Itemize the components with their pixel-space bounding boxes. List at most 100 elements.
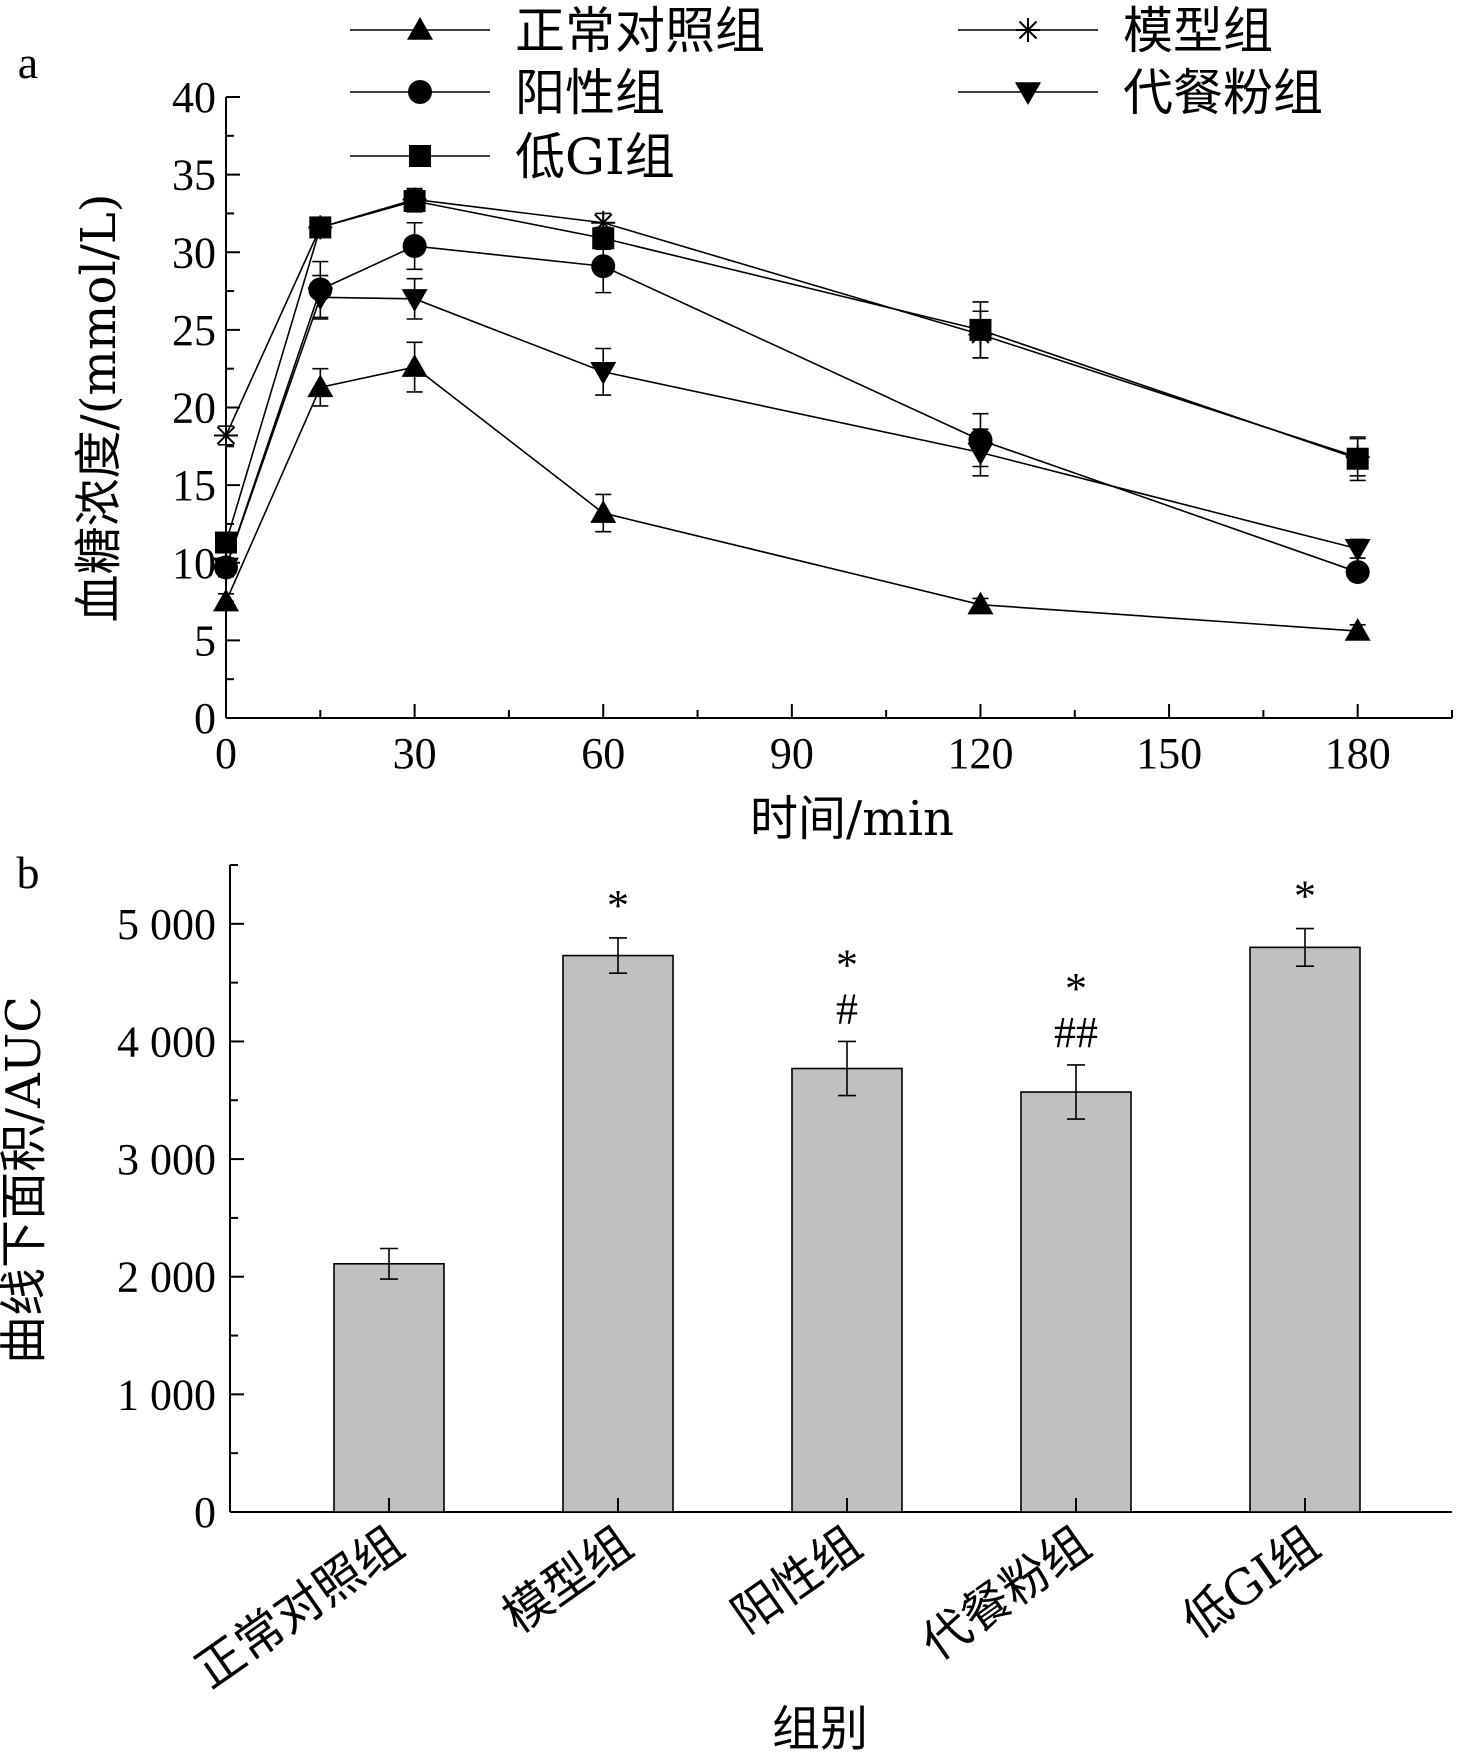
panel-b-significance-line: * — [607, 881, 629, 930]
panel-a-data-point — [215, 531, 237, 554]
panel-a-x-tick-label: 150 — [1136, 729, 1202, 778]
panel-a-x-tick-label: 0 — [215, 729, 237, 778]
panel-b-letter: b — [17, 847, 40, 898]
panel-a-x-axis-title: 时间/min — [750, 791, 954, 847]
panel-a-data-point — [213, 557, 239, 581]
panel-b-y-tick-label: 5 000 — [117, 900, 216, 949]
panel-a-legend-label: 低GI组 — [515, 128, 675, 186]
panel-a-y-tick-label: 35 — [172, 151, 216, 200]
panel-a-data-point — [592, 227, 615, 250]
panel-b-y-tick-label: 2 000 — [117, 1253, 216, 1302]
panel-a-series-1 — [214, 187, 1370, 477]
panel-b-bar — [1249, 946, 1361, 1513]
panel-b-bar — [791, 1067, 903, 1513]
panel-a-legend-label: 代餐粉组 — [1123, 64, 1323, 122]
panel-a-data-point — [309, 216, 332, 239]
panel-b-category-label: 模型组 — [493, 1516, 643, 1644]
panel-a-data-point — [402, 234, 427, 259]
panel-b-y-tick-label: 1 000 — [117, 1370, 216, 1419]
panel-b-error-bar — [380, 1247, 398, 1280]
panel-a-legend-item: 代餐粉组 — [958, 64, 1323, 122]
panel-a-y-tick-label: 0 — [194, 694, 216, 743]
panel-a-y-tick-label: 20 — [172, 384, 216, 433]
panel-a-y-tick-label: 25 — [172, 306, 216, 355]
panel-a-y-tick-label: 40 — [172, 73, 216, 122]
panel-a-series-line — [225, 245, 1358, 573]
panel-b-significance-label: * # — [836, 940, 858, 1033]
panel-a-series-line — [225, 296, 1358, 568]
panel-a-x-tick-label: 90 — [770, 729, 814, 778]
panel-a-data-point — [1344, 539, 1371, 562]
panel-a-series-line — [225, 198, 1358, 458]
panel-b-bar-group: * — [1249, 872, 1361, 1513]
panel-b-error-bar — [609, 937, 627, 975]
panel-b-y-tick-label: 0 — [194, 1488, 216, 1537]
panel-a-legend-marker — [1016, 18, 1040, 42]
panel-a-series-line — [225, 200, 1358, 543]
panel-a-legend-item: 模型组 — [958, 2, 1273, 60]
panel-a-legend-label: 正常对照组 — [515, 2, 765, 60]
panel-b-significance-line: # — [836, 984, 858, 1033]
panel-b-x-axis-title: 组别 — [772, 1701, 868, 1757]
panel-b-y-axis-title: 曲线下面积/AUC — [0, 996, 52, 1364]
panel-b-bar-group: * # — [791, 940, 903, 1513]
panel-a-data-point — [590, 362, 617, 385]
panel-b-significance-label: * — [607, 881, 629, 930]
panel-a-data-point — [1346, 447, 1369, 470]
panel-a-x-tick-label: 180 — [1325, 729, 1391, 778]
panel-b-bar — [333, 1262, 445, 1513]
panel-a-series-4 — [215, 189, 1369, 554]
panel-a-legend-label: 阳性组 — [515, 64, 665, 122]
panel-a-legend-label: 模型组 — [1123, 2, 1273, 60]
panel-b-bar-group — [333, 1247, 445, 1513]
panel-a-y-tick-label: 15 — [172, 461, 216, 510]
panel-b-significance-label: * — [1294, 872, 1316, 921]
panel-a-y-tick-label: 10 — [172, 539, 216, 588]
panel-a-legend-item: 阳性组 — [350, 64, 665, 122]
panel-a-data-point — [967, 442, 994, 466]
panel-a-y-tick-label: 30 — [172, 228, 216, 277]
panel-b-category-label: 正常对照组 — [185, 1516, 414, 1700]
panel-a-letter: a — [18, 37, 38, 88]
panel-a-data-point — [969, 318, 992, 341]
panel-b-significance-line: * — [836, 940, 858, 989]
panel-b-error-bar — [1296, 927, 1314, 967]
panel-a-data-point — [213, 588, 239, 612]
panel-b-significance-line: * — [1294, 872, 1316, 921]
panel-a-series-0 — [213, 341, 1371, 641]
panel-b-category-label: 代餐粉组 — [911, 1516, 1100, 1672]
panel-b-significance-label: * ## — [1054, 964, 1098, 1057]
panel-b-y-tick-label: 3 000 — [117, 1135, 216, 1184]
panel-a-data-point — [1345, 560, 1370, 585]
panel-a-y-axis-title: 血糖浓度/(mmol/L) — [71, 194, 127, 623]
panel-a-x-tick-label: 120 — [947, 729, 1013, 778]
panel-a-legend-marker — [408, 80, 432, 104]
panel-b-significance-line: ## — [1054, 1008, 1098, 1057]
panel-b-bar — [562, 954, 674, 1513]
panel-a-data-point — [214, 423, 238, 448]
panel-a-series-3 — [213, 274, 1371, 581]
panel-a-data-point — [401, 354, 428, 377]
panel-a-data-point — [403, 190, 426, 213]
panel-b-bar-group: * — [562, 881, 674, 1513]
panel-a-data-point — [967, 591, 994, 615]
panel-a-data-point — [307, 287, 334, 311]
panel-a-data-point — [307, 374, 334, 398]
panel-b-significance-line: * — [1065, 964, 1087, 1013]
panel-b-error-bar — [838, 1040, 856, 1097]
panel-a-legend-marker — [409, 145, 431, 167]
panel-b-category-label: 低GI组 — [1172, 1516, 1330, 1650]
panel-a-legend-item: 正常对照组 — [350, 2, 765, 60]
panel-a-data-point — [401, 289, 428, 312]
panel-b-y-tick-label: 4 000 — [117, 1017, 216, 1066]
panel-a-x-tick-label: 60 — [581, 729, 625, 778]
panel-a-legend-item: 低GI组 — [350, 128, 675, 186]
panel-b-bar — [1020, 1091, 1132, 1513]
panel-b-error-bar — [1067, 1064, 1085, 1120]
panel-b-bar-group: * ## — [1020, 964, 1132, 1513]
panel-a-data-point — [590, 500, 617, 523]
